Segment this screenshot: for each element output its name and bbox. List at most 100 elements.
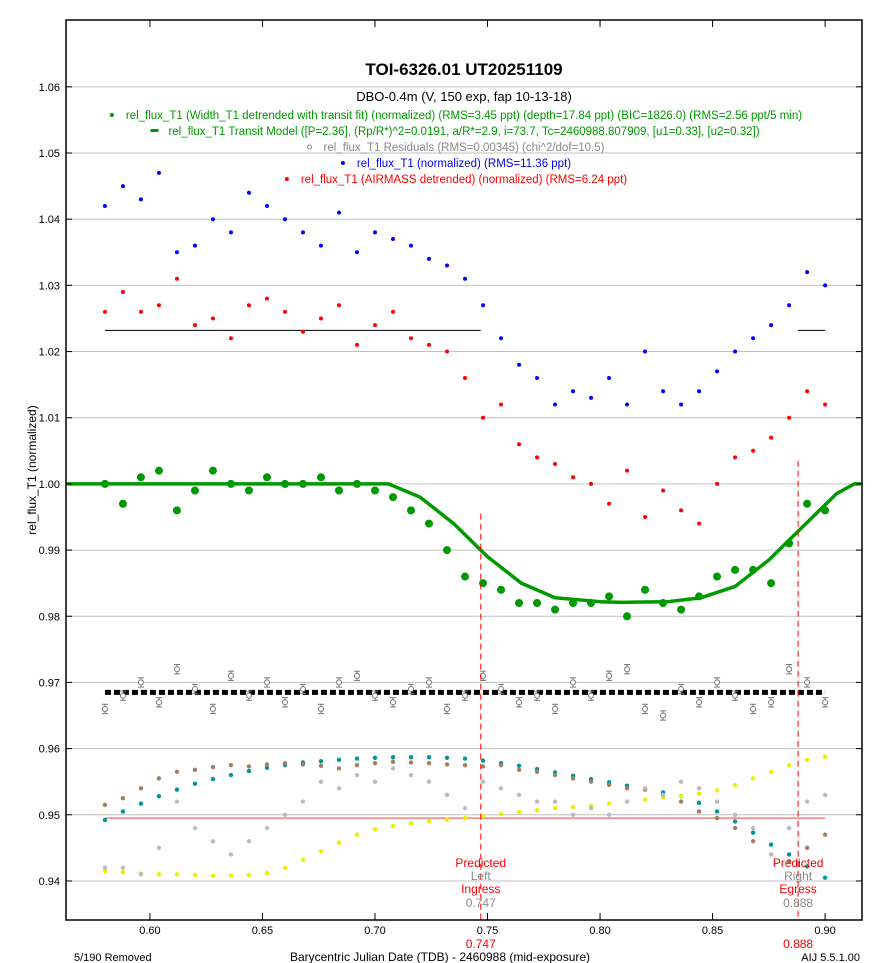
comparison-2-point (498, 786, 504, 791)
detrended-flux-point (551, 605, 560, 614)
residual-point (642, 705, 649, 712)
airmass-point (426, 755, 432, 760)
airmass-detrended-point (517, 442, 522, 447)
normalized-point (463, 276, 468, 281)
residual-point (444, 705, 451, 712)
width-point (372, 827, 378, 832)
airmass-point (318, 758, 324, 764)
width-point (822, 754, 828, 759)
airmass-detrended-point (318, 316, 323, 321)
airmass-detrended-point (102, 309, 107, 314)
airmass-point (444, 755, 450, 761)
y-axis-label: rel_flux_T1 (normalized) (25, 405, 39, 534)
detrended-flux-point (190, 486, 199, 495)
y-tick-label: 0.98 (39, 611, 60, 623)
comparison-2-point (228, 852, 234, 857)
residual-point (696, 699, 703, 706)
comparison-2-point (660, 792, 666, 798)
airmass-detrended-point (481, 415, 486, 420)
residual-point (660, 712, 667, 719)
width-point (768, 769, 774, 774)
width-point (480, 813, 486, 819)
normalized-point (318, 243, 323, 248)
airmass-point (408, 755, 414, 760)
detrended-flux-point (803, 499, 812, 508)
residual-point (516, 699, 523, 706)
y-tick-label: 1.02 (39, 347, 60, 359)
width-point (786, 762, 792, 768)
comparison-1-point (822, 832, 828, 837)
residual-point (624, 666, 631, 673)
airmass-detrended-point (390, 309, 395, 314)
y-tick-label: 1.05 (39, 148, 60, 160)
normalized-point (625, 402, 630, 407)
comparison-1-point (714, 815, 720, 821)
airmass-detrended-point (589, 481, 594, 486)
residual-point (173, 666, 180, 673)
width-point (606, 801, 612, 806)
comparison-2-point (354, 772, 360, 778)
comparison-1-point (516, 767, 522, 772)
comparison-2-point (372, 779, 378, 784)
detrended-flux-point (479, 579, 488, 588)
comparison-1-point (552, 772, 558, 778)
residual-point (335, 679, 342, 686)
airmass-point (264, 765, 270, 770)
width-point (678, 794, 684, 799)
comparison-1-point (480, 764, 486, 769)
normalized-point (571, 389, 576, 394)
legend-entry: rel_flux_T1 (AIRMASS detrended) (normali… (301, 174, 627, 186)
width-point (336, 840, 342, 845)
airmass-point (174, 787, 180, 792)
airmass-detrended-point (120, 289, 125, 294)
normalized-point (535, 376, 540, 381)
airmass-point (156, 794, 162, 799)
airmass-detrended-point (463, 376, 468, 381)
residual-point (552, 705, 559, 712)
airmass-detrended-point (336, 303, 341, 308)
legend-marker (150, 129, 159, 132)
airmass-detrended-point (535, 455, 540, 460)
comparison-2-point (174, 799, 180, 804)
airmass-detrended-point (769, 435, 774, 440)
comparison-1-point (120, 796, 126, 801)
airmass-detrended-point (300, 329, 305, 334)
width-point (552, 805, 558, 811)
residual-point (263, 679, 270, 686)
airmass-detrended-point (192, 323, 197, 328)
comparison-1-point (534, 769, 540, 774)
y-tick-label: 0.97 (39, 677, 60, 689)
comparison-2-point (588, 805, 594, 811)
comparison-2-point (804, 799, 810, 804)
residual-point (245, 692, 252, 699)
airmass-detrended-point (787, 415, 792, 420)
comparison-1-point (786, 858, 792, 864)
x-tick-label: 0.85 (702, 925, 723, 937)
y-tick-label: 1.06 (39, 82, 60, 94)
residual-point (768, 699, 775, 706)
airmass-point (102, 817, 108, 823)
width-point (102, 868, 108, 874)
comparison-1-point (264, 762, 270, 767)
airmass-point (750, 830, 756, 835)
comparison-1-point (300, 762, 306, 767)
residual-point (678, 686, 685, 693)
comparison-1-point (354, 762, 360, 768)
comparison-1-point (372, 760, 378, 766)
chart-title: TOI-6326.01 UT20251109 (365, 60, 562, 79)
marker-label: Ingress (461, 882, 500, 896)
comparison-1-point (696, 809, 702, 814)
detrended-flux-point (713, 572, 722, 581)
residual-point (606, 672, 613, 679)
width-point (300, 857, 306, 862)
width-point (210, 873, 216, 878)
y-tick-label: 1.00 (39, 479, 60, 491)
width-point (264, 870, 270, 876)
width-point (192, 872, 198, 878)
normalized-point (300, 230, 305, 235)
detrended-flux-point (172, 506, 181, 515)
normalized-point (264, 203, 269, 208)
residual-point (137, 679, 144, 686)
legend-entry: rel_flux_T1 Transit Model ([P=2.36], (Rp… (168, 126, 759, 138)
